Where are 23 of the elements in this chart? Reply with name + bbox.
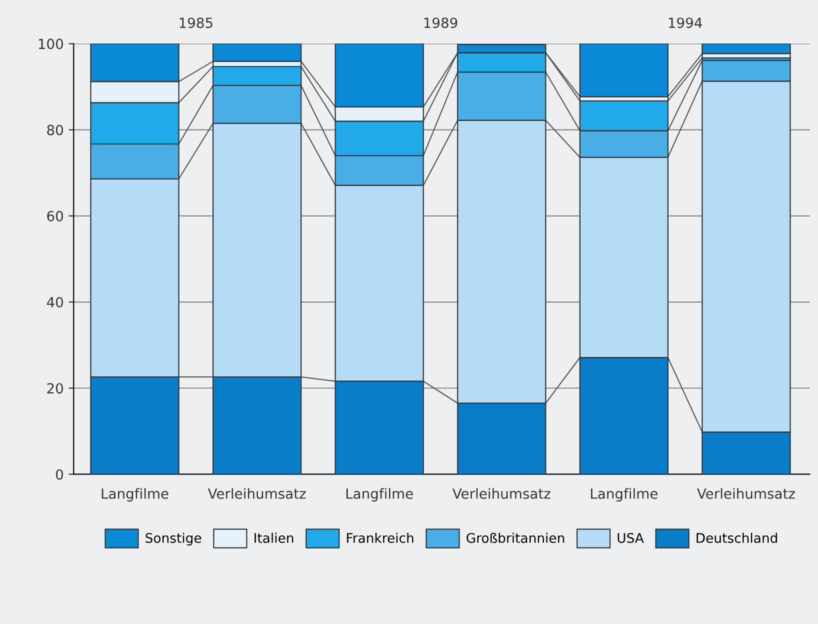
text: 1989: [424, 18, 458, 28]
legend-label: Deutschland: [696, 532, 777, 543]
legend-label: Italien: [254, 532, 294, 543]
x-tick-label: Langfilme: [102, 488, 168, 502]
y-tick-label: 80: [47, 124, 63, 136]
x-tick-label: Verleihumsatz: [208, 488, 306, 499]
legend-label: Großbritannien: [466, 532, 564, 543]
text: 1994: [668, 18, 702, 28]
y-tick-label: 20: [47, 383, 63, 394]
x-tick-label: Langfilme: [591, 488, 658, 502]
legend-label: USA: [618, 532, 644, 543]
y-tick-label: 0: [56, 469, 63, 480]
bar: [702, 44, 791, 54]
text: 1985: [180, 18, 212, 28]
x-tick-label: Verleihumsatz: [697, 488, 795, 499]
bar: [579, 44, 669, 98]
x-tick-label: Verleihumsatz: [452, 488, 550, 499]
legend-label: Sonstige: [146, 532, 202, 546]
y-tick-label: 60: [47, 210, 63, 222]
y-tick-label: 40: [46, 296, 63, 308]
legend-label: Frankreich: [347, 532, 414, 543]
x-tick-label: Langfilme: [346, 488, 413, 502]
y-tick-label: 100: [38, 38, 63, 50]
